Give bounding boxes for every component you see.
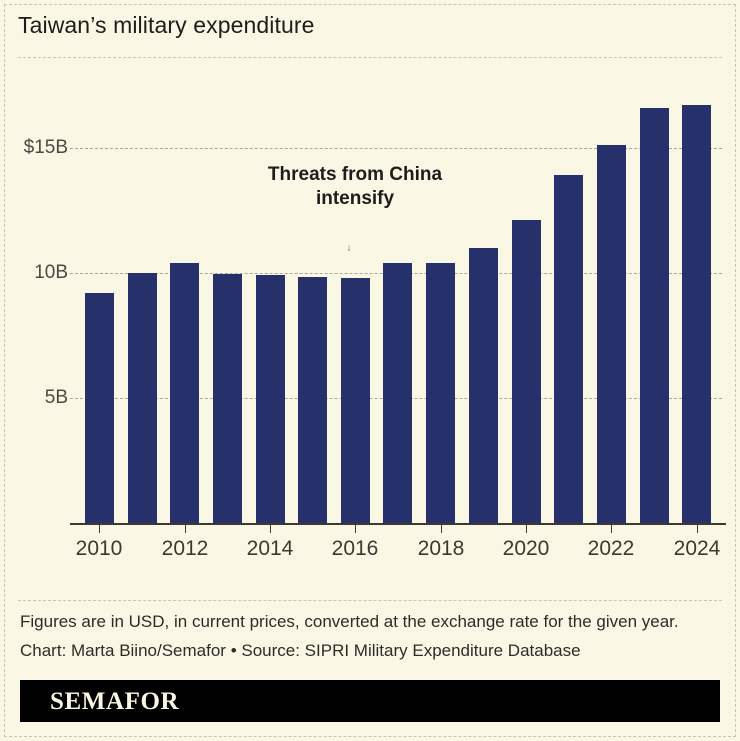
bar-2014 <box>256 275 285 523</box>
x-tick-2012 <box>185 525 186 533</box>
bar-2024 <box>682 105 711 523</box>
x-tick-2020 <box>526 525 527 533</box>
y-tick-label: 10B <box>34 262 68 283</box>
x-tick-2022 <box>611 525 612 533</box>
title-divider <box>18 57 722 58</box>
bar-2012 <box>170 263 199 523</box>
y-tick-label: $15B <box>23 137 68 158</box>
footer-divider <box>18 600 722 601</box>
bar-2015 <box>298 277 327 523</box>
page-title: Taiwan’s military expenditure <box>18 12 315 38</box>
x-tick-label-2018: 2018 <box>417 537 465 560</box>
bar-2023 <box>640 108 669 523</box>
x-tick-label-2024: 2024 <box>673 537 721 560</box>
annotation-arrow-icon <box>348 244 350 252</box>
brand-bar: SEMAFOR <box>20 680 720 722</box>
plot-area: 5B 10B $15B 2010 2012 2014 2016 2018 2020 2022 20… <box>23 105 726 560</box>
y-tick-label: 5B <box>44 387 68 408</box>
semafor-logo: SEMAFOR <box>50 688 180 715</box>
x-tick-2024 <box>697 525 698 533</box>
x-axis-line <box>70 523 726 525</box>
gridline-15 <box>70 148 722 149</box>
x-tick-2014 <box>270 525 271 533</box>
bar-2019 <box>469 248 498 523</box>
bar-2020 <box>512 220 541 523</box>
credit-text: Chart: Marta Biino/Semafor • Source: SIP… <box>20 641 581 660</box>
x-tick-2016 <box>355 525 356 533</box>
annotation-line-1: Threats from China <box>267 164 443 185</box>
x-tick-label-2014: 2014 <box>246 537 294 560</box>
annotation-line-2: intensify <box>315 187 395 209</box>
x-tick-label-2020: 2020 <box>502 537 550 560</box>
x-tick-label-2016: 2016 <box>331 537 379 560</box>
x-tick-label-2010: 2010 <box>75 537 123 560</box>
x-tick-2010 <box>99 525 100 533</box>
annotation-label: Threats from China intensify <box>244 163 466 210</box>
bar-2021 <box>554 175 583 523</box>
bar-2016 <box>341 278 370 523</box>
bar-2022 <box>597 145 626 523</box>
bar-2010 <box>85 293 114 523</box>
footnote-text: Figures are in USD, in current prices, c… <box>20 612 679 631</box>
bar-2011 <box>128 273 157 523</box>
x-tick-label-2012: 2012 <box>161 537 209 560</box>
bar-2017 <box>383 263 412 523</box>
x-tick-label-2022: 2022 <box>587 537 635 560</box>
bar-2013 <box>213 274 242 523</box>
x-tick-2018 <box>441 525 442 533</box>
bar-2018 <box>426 263 455 523</box>
